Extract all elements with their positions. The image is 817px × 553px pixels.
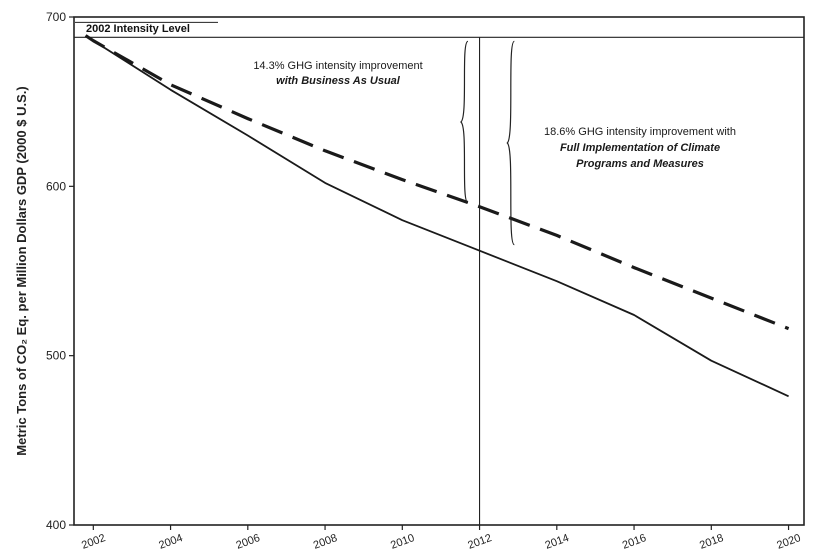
x-tick-label: 2008 bbox=[312, 532, 339, 552]
annotation-bau-line2: with Business As Usual bbox=[276, 75, 401, 87]
reference-line-label: 2002 Intensity Level bbox=[86, 23, 190, 35]
y-tick-label: 600 bbox=[46, 179, 66, 193]
series-layer bbox=[84, 34, 790, 398]
x-ticks: 2002 2004 2006 2008 2010 2012 2014 2016 2018 2020 bbox=[80, 525, 802, 552]
series-line-dashed bbox=[84, 34, 790, 331]
x-tick-label: 2002 bbox=[80, 532, 107, 552]
plot-frame bbox=[73, 16, 805, 526]
x-tick-label: 2010 bbox=[389, 532, 416, 552]
annotation-full-line2: Full Implementation of Climate bbox=[560, 142, 720, 154]
x-tick-label: 2020 bbox=[775, 532, 802, 552]
x-tick-label: 2006 bbox=[235, 532, 262, 552]
bracket-layer bbox=[460, 40, 515, 246]
brace-full-implementation bbox=[506, 40, 515, 246]
y-tick-label: 400 bbox=[46, 518, 66, 532]
y-tick-label: 500 bbox=[46, 349, 66, 363]
annotation-full-line3: Programs and Measures bbox=[576, 158, 704, 170]
x-tick-label: 2016 bbox=[621, 532, 648, 552]
x-tick-label: 2014 bbox=[544, 532, 571, 552]
y-axis-title: Metric Tons of CO₂ Eq. per Million Dolla… bbox=[14, 86, 29, 455]
x-tick-label: 2012 bbox=[466, 532, 493, 552]
y-ticks: 400 500 600 700 bbox=[46, 10, 74, 532]
x-tick-label: 2018 bbox=[698, 532, 725, 552]
reference-layer bbox=[74, 21, 804, 525]
x-tick-label: 2004 bbox=[157, 532, 184, 552]
annotation-full-line1: 18.6% GHG intensity improvement with bbox=[544, 126, 736, 138]
annotation-bau-line1: 14.3% GHG intensity improvement bbox=[253, 60, 422, 72]
series-line-solid bbox=[85, 34, 789, 398]
brace-business-as-usual bbox=[460, 40, 469, 204]
y-tick-label: 700 bbox=[46, 10, 66, 24]
